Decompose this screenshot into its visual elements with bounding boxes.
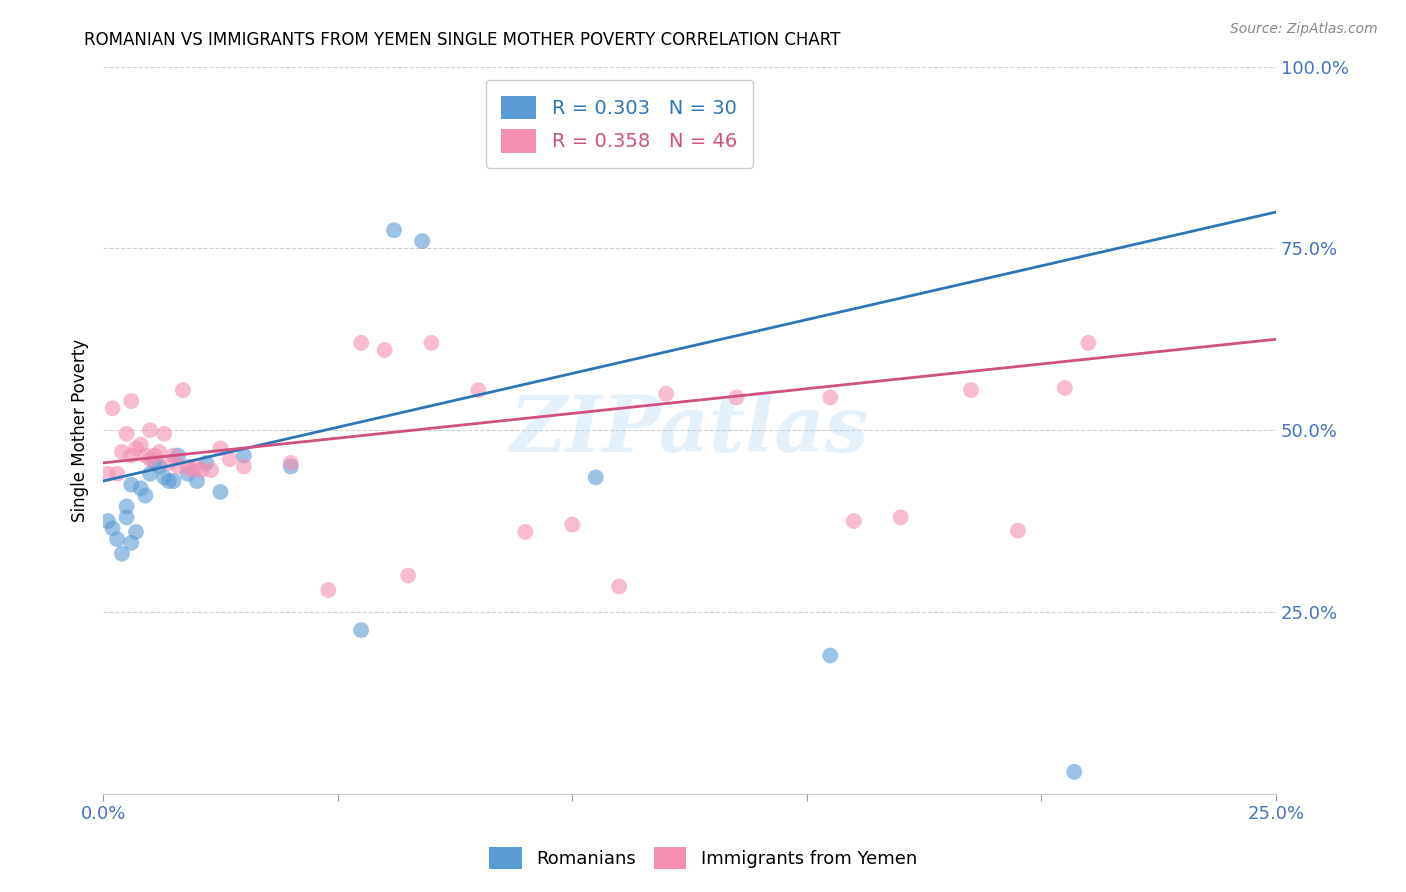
Text: ROMANIAN VS IMMIGRANTS FROM YEMEN SINGLE MOTHER POVERTY CORRELATION CHART: ROMANIAN VS IMMIGRANTS FROM YEMEN SINGLE… bbox=[84, 31, 841, 49]
Point bbox=[467, 383, 489, 397]
Text: ZIPatlas: ZIPatlas bbox=[510, 392, 869, 468]
Point bbox=[209, 442, 232, 456]
Point bbox=[411, 234, 433, 248]
Point bbox=[725, 391, 748, 405]
Point bbox=[585, 470, 607, 484]
Point bbox=[280, 459, 302, 474]
Point bbox=[1007, 524, 1029, 538]
Point bbox=[125, 442, 148, 456]
Point bbox=[607, 579, 630, 593]
Point bbox=[374, 343, 396, 358]
Point bbox=[139, 467, 162, 481]
Point bbox=[101, 521, 124, 535]
Text: Source: ZipAtlas.com: Source: ZipAtlas.com bbox=[1230, 22, 1378, 37]
Point bbox=[186, 459, 208, 474]
Point bbox=[111, 547, 134, 561]
Point bbox=[280, 456, 302, 470]
Point bbox=[167, 449, 190, 463]
Point bbox=[190, 463, 212, 477]
Point bbox=[97, 514, 120, 528]
Point bbox=[148, 445, 170, 459]
Point bbox=[960, 383, 983, 397]
Point bbox=[143, 456, 166, 470]
Point bbox=[148, 459, 170, 474]
Point bbox=[232, 449, 254, 463]
Point bbox=[172, 383, 194, 397]
Point bbox=[382, 223, 405, 237]
Point bbox=[157, 456, 180, 470]
Point bbox=[120, 477, 142, 491]
Point bbox=[115, 426, 138, 441]
Point bbox=[153, 426, 176, 441]
Point bbox=[842, 514, 865, 528]
Point bbox=[120, 449, 142, 463]
Point bbox=[111, 445, 134, 459]
Point bbox=[1063, 764, 1085, 779]
Point bbox=[318, 583, 340, 598]
Point bbox=[167, 459, 190, 474]
Legend: R = 0.303   N = 30, R = 0.358   N = 46: R = 0.303 N = 30, R = 0.358 N = 46 bbox=[485, 80, 752, 169]
Point bbox=[105, 467, 128, 481]
Point bbox=[125, 524, 148, 539]
Point bbox=[420, 335, 443, 350]
Point bbox=[232, 459, 254, 474]
Point bbox=[143, 449, 166, 463]
Point bbox=[561, 517, 583, 532]
Point bbox=[129, 481, 152, 495]
Point bbox=[105, 532, 128, 546]
Point bbox=[181, 463, 204, 477]
Point bbox=[139, 452, 162, 467]
Point bbox=[350, 623, 373, 637]
Point bbox=[200, 463, 222, 477]
Point bbox=[1053, 381, 1076, 395]
Point bbox=[162, 449, 184, 463]
Point bbox=[396, 568, 419, 582]
Point bbox=[101, 401, 124, 416]
Legend: Romanians, Immigrants from Yemen: Romanians, Immigrants from Yemen bbox=[479, 838, 927, 879]
Point bbox=[120, 394, 142, 409]
Point bbox=[115, 500, 138, 514]
Point bbox=[176, 467, 198, 481]
Point bbox=[209, 485, 232, 500]
Point bbox=[515, 524, 537, 539]
Point bbox=[218, 452, 240, 467]
Point bbox=[350, 335, 373, 350]
Point bbox=[157, 474, 180, 488]
Point bbox=[176, 459, 198, 474]
Point bbox=[139, 423, 162, 437]
Point bbox=[97, 467, 120, 481]
Point bbox=[129, 438, 152, 452]
Point bbox=[115, 510, 138, 524]
Point bbox=[134, 449, 156, 463]
Point bbox=[820, 391, 842, 405]
Y-axis label: Single Mother Poverty: Single Mother Poverty bbox=[72, 339, 89, 522]
Point bbox=[162, 474, 184, 488]
Point bbox=[120, 536, 142, 550]
Point bbox=[186, 474, 208, 488]
Point bbox=[134, 489, 156, 503]
Point bbox=[655, 386, 678, 401]
Point bbox=[820, 648, 842, 663]
Point bbox=[153, 470, 176, 484]
Point bbox=[195, 456, 218, 470]
Point bbox=[1077, 335, 1099, 350]
Point bbox=[890, 510, 912, 524]
